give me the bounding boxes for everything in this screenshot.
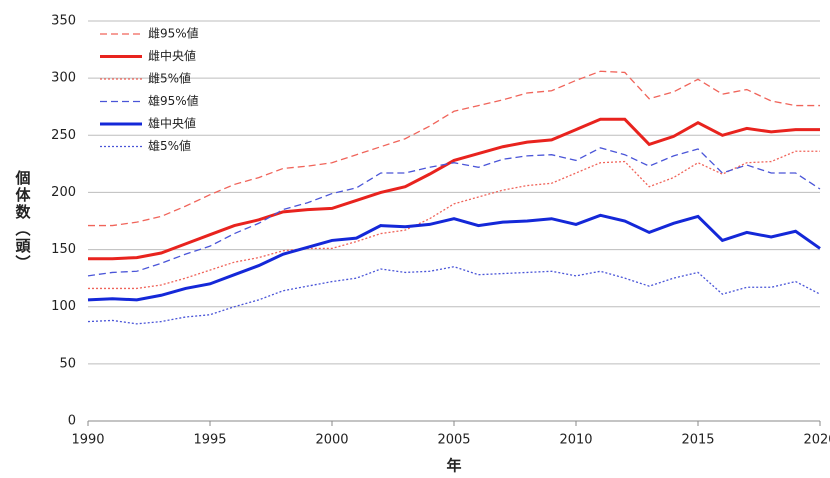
x-tick-label: 1990 (71, 433, 104, 448)
x-tick-label: 2005 (437, 433, 470, 448)
y-tick-label: 100 (51, 299, 76, 314)
series-line (88, 70, 820, 227)
y-tick-label: 50 (59, 356, 76, 371)
legend-text: 雄95%値 (148, 93, 199, 108)
series-line (88, 150, 820, 290)
legend-text: 雌中央値 (148, 48, 196, 63)
y-axis-label: 個体数（頭） (14, 169, 32, 272)
x-tick-label: 2000 (315, 433, 348, 448)
y-tick-label: 200 (51, 185, 76, 200)
legend-text: 雄中央値 (148, 116, 196, 131)
x-tick-label: 2020 (803, 433, 830, 448)
y-tick-label: 150 (51, 242, 76, 257)
x-tick-label: 2015 (681, 433, 714, 448)
series-line (87, 147, 821, 277)
x-tick-label: 1995 (193, 433, 226, 448)
y-tick-label: 350 (51, 14, 76, 29)
y-tick-label: 250 (51, 128, 76, 143)
x-tick-label: 2010 (559, 433, 592, 448)
y-tick-label: 0 (68, 414, 76, 429)
series-line (87, 213, 821, 302)
legend-text: 雌95%値 (148, 26, 199, 41)
y-tick-label: 300 (51, 71, 76, 86)
legend-text: 雄5%値 (148, 138, 191, 153)
series-line (88, 117, 820, 261)
legend-text: 雌5%値 (148, 71, 191, 86)
series-line (87, 266, 821, 325)
x-axis-label: 年 (446, 457, 461, 475)
